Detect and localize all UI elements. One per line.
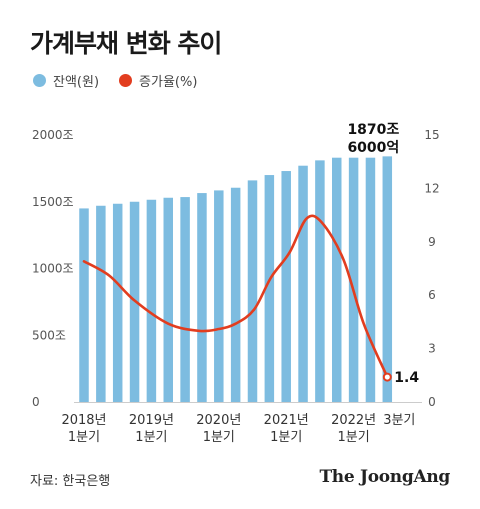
y-right-tick-label: 3 — [428, 342, 436, 356]
bar-balance — [281, 171, 291, 402]
line-growth-rate — [82, 214, 389, 379]
x-tick-label: 1분기 — [203, 430, 235, 445]
label-growth-last: 1.4 — [394, 370, 419, 386]
bar-balance — [230, 187, 241, 402]
x-tick-label: 2019년 — [129, 413, 174, 428]
bar-balance — [96, 205, 106, 402]
y-right-tick-label: 12 — [424, 181, 439, 195]
y-left-tick-label: 0 — [32, 395, 40, 409]
y-left-tick-label: 2000조 — [32, 128, 74, 142]
x-tick-label: 3분기 — [383, 413, 415, 428]
legend-label-growth: 증가율(%) — [139, 75, 198, 90]
legend-item-balance: 잔액(원) — [33, 71, 99, 90]
legend-label-balance: 잔액(원) — [53, 75, 100, 90]
x-tick-label: 1분기 — [270, 430, 302, 445]
y-right-tick-label: 6 — [428, 288, 436, 302]
x-tick-label: 2022년 — [331, 413, 376, 428]
bar-balance — [298, 165, 308, 402]
bar-balance — [348, 157, 359, 402]
bar-balance — [382, 156, 393, 402]
legend-swatch-growth — [119, 74, 133, 87]
label-balance-last-line1: 1870조 — [347, 122, 399, 138]
bar-balance — [112, 203, 123, 402]
bar-balance — [163, 197, 173, 402]
x-tick-label: 1분기 — [135, 430, 167, 445]
x-tick-label: 2018년 — [61, 413, 106, 428]
bar-balance — [315, 160, 325, 402]
x-tick-label: 1분기 — [68, 430, 100, 445]
legend-swatch-balance — [33, 74, 46, 87]
bar-balance — [365, 157, 376, 402]
y-right-tick-label: 9 — [428, 235, 436, 249]
y-left-tick-label: 1000조 — [32, 262, 74, 276]
y-right-tick-label: 15 — [424, 128, 439, 142]
x-tick-label: 2021년 — [264, 413, 309, 428]
label-balance-last-line2: 6000억 — [347, 140, 399, 156]
chart-title: 가계부채 변화 추이 — [30, 29, 222, 58]
bar-balance — [264, 175, 275, 402]
bar-balance — [79, 208, 89, 402]
legend-item-growth: 증가율(%) — [119, 71, 197, 90]
y-left-tick-label: 500조 — [32, 328, 66, 342]
bar-balance — [180, 197, 190, 402]
bar-balance — [146, 199, 157, 402]
bar-balance — [247, 180, 258, 402]
y-right-tick-label: 0 — [428, 395, 436, 409]
y-left-tick-label: 1500조 — [32, 195, 74, 209]
point-growth-last — [382, 372, 392, 382]
source-note: 자료: 한국은행 — [30, 474, 111, 489]
publisher-logo: The JoongAng — [319, 467, 450, 487]
bar-balance — [214, 190, 224, 402]
x-tick-label: 1분기 — [337, 430, 369, 445]
legend: 잔액(원) 증가율(%) — [33, 71, 217, 90]
bar-balance — [332, 157, 342, 402]
chart-area: 0 500조 1000조 1500조 2000조 0 3 6 9 12 15 1.4 1870조 6000… — [32, 122, 440, 445]
x-tick-label: 2020년 — [196, 413, 241, 428]
bar-balance — [197, 193, 207, 402]
